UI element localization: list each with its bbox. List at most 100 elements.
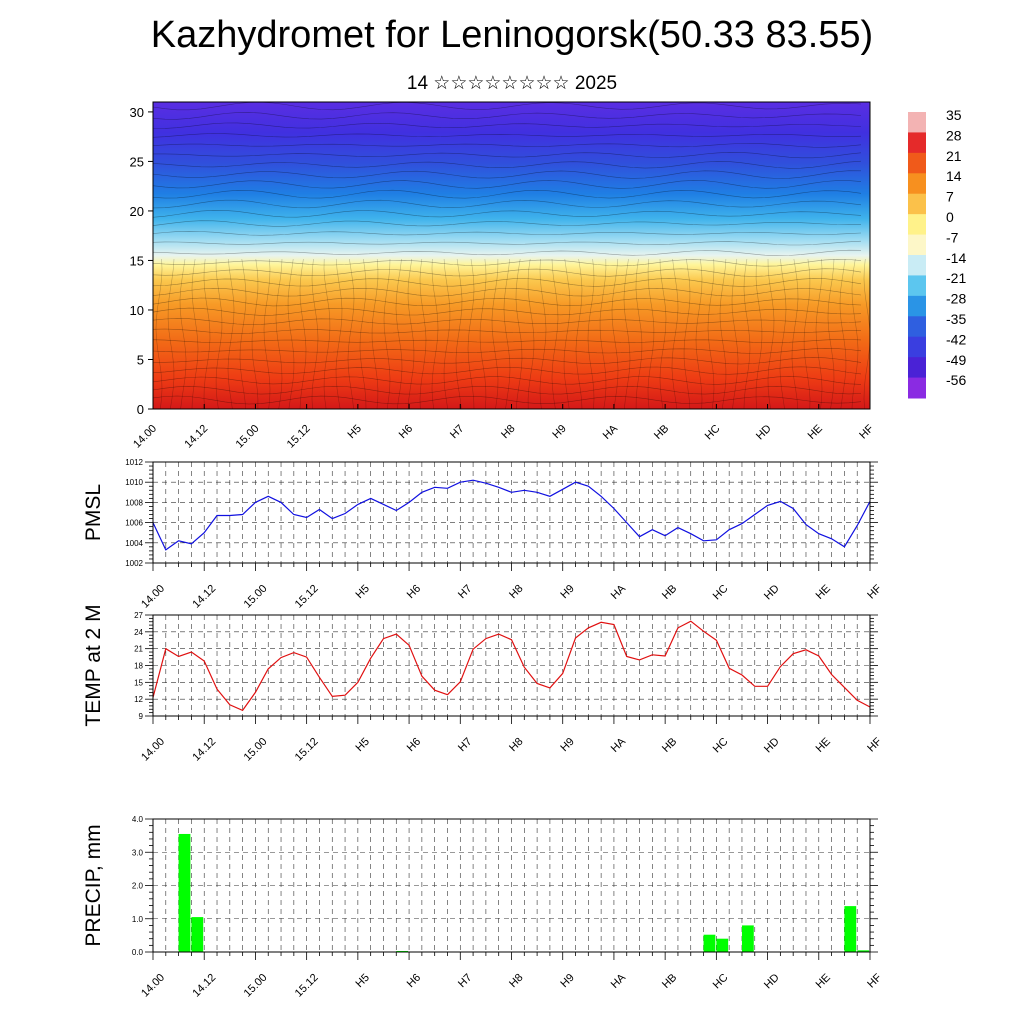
colorbar-label: 28 bbox=[946, 127, 962, 143]
precip-ytick-label: 1.0 bbox=[132, 915, 144, 924]
wind-line-25 bbox=[152, 347, 862, 354]
precip-xtick-label: HA bbox=[609, 971, 629, 991]
page-subtitle: 14 ☆☆☆☆☆☆☆☆ 2025 bbox=[406, 73, 618, 94]
pmsl-ytick-label: 1008 bbox=[125, 498, 143, 507]
wind-line-v-35 bbox=[575, 258, 583, 410]
cross-section-ytick-label: 10 bbox=[130, 303, 144, 318]
pmsl-xtick-label: H5 bbox=[354, 583, 372, 601]
cross-section-xtick-label: H8 bbox=[499, 423, 517, 441]
wind-line-v-33 bbox=[551, 258, 559, 410]
wind-line-v-26 bbox=[467, 258, 475, 410]
wind-line-10 bbox=[152, 199, 862, 209]
temp-xtick-label: 15.00 bbox=[242, 736, 270, 764]
wind-line-v-32 bbox=[539, 258, 547, 410]
temp-xtick-label: H8 bbox=[507, 736, 525, 754]
precip-ytick-label: 0.0 bbox=[132, 948, 144, 957]
pmsl-series-line bbox=[152, 479, 871, 551]
page-title: Kazhydromet for Leninogorsk(50.33 83.55) bbox=[150, 14, 874, 56]
cross-section-ytick-label: 5 bbox=[137, 352, 144, 367]
wind-line-v-50 bbox=[755, 258, 763, 410]
precip-xtick-label: 14.12 bbox=[190, 972, 218, 1000]
pmsl-xtick-label: 14.00 bbox=[139, 583, 167, 611]
precip-xtick-label: HE bbox=[814, 972, 833, 991]
precip-xtick-label: HC bbox=[711, 972, 731, 992]
wind-line-v-25 bbox=[455, 258, 463, 410]
wind-line-v-4 bbox=[203, 258, 211, 410]
wind-line-28 bbox=[152, 376, 862, 385]
colorbar-segment bbox=[908, 234, 926, 256]
temp-ytick-label: 27 bbox=[134, 611, 143, 620]
cross-section-ytick-label: 20 bbox=[130, 204, 144, 219]
pmsl-xtick-label: HF bbox=[865, 582, 884, 601]
pmsl-panel: 1002 1004 1006 1008 1010 1012 14.00 14.12 15.00 1… bbox=[82, 458, 884, 611]
cross-section-xtick-label: 14.12 bbox=[182, 423, 210, 451]
wind-line-v-37 bbox=[599, 258, 607, 410]
wind-line-v-1 bbox=[167, 258, 175, 410]
wind-line-v-10 bbox=[275, 258, 283, 410]
precip-xtick-label: H7 bbox=[456, 972, 474, 990]
wind-line-24 bbox=[152, 339, 862, 343]
temp-ytick-label: 9 bbox=[139, 712, 144, 721]
pmsl-xtick-label: HD bbox=[762, 583, 782, 603]
wind-line-v-30 bbox=[515, 258, 523, 410]
wind-line-15 bbox=[152, 249, 862, 257]
wind-line-26 bbox=[152, 357, 862, 365]
wind-line-v-6 bbox=[227, 258, 235, 410]
temp-xtick-label: HD bbox=[762, 736, 782, 756]
wind-line-v-0 bbox=[155, 258, 163, 410]
colorbar-segment bbox=[908, 357, 926, 379]
cross-section-xtick-label: HC bbox=[703, 423, 723, 443]
wind-line-30 bbox=[152, 395, 862, 405]
wind-line-v-36 bbox=[587, 258, 595, 410]
temp-xtick-label: HE bbox=[814, 736, 833, 755]
cross-section-xtick-label: HE bbox=[806, 423, 825, 442]
colorbar-label: -14 bbox=[946, 250, 966, 266]
pmsl-ylabel: PMSL bbox=[82, 484, 105, 541]
temp-xtick-label: HB bbox=[660, 736, 679, 755]
temp-xtick-label: HF bbox=[865, 735, 884, 754]
temp-xtick-label: HA bbox=[609, 735, 629, 755]
wind-line-v-21 bbox=[407, 258, 415, 410]
wind-line-v-44 bbox=[683, 258, 691, 410]
colorbar-segment bbox=[908, 336, 926, 358]
wind-line-v-51 bbox=[767, 258, 775, 410]
colorbar-label: -28 bbox=[946, 291, 966, 307]
pmsl-ytick-label: 1004 bbox=[125, 539, 143, 548]
wind-line-v-54 bbox=[803, 258, 811, 410]
wind-line-v-47 bbox=[719, 258, 727, 410]
precip-ytick-label: 3.0 bbox=[132, 848, 144, 857]
wind-line-v-11 bbox=[287, 258, 295, 410]
wind-line-9 bbox=[152, 189, 862, 199]
wind-line-v-29 bbox=[503, 258, 511, 410]
wind-line-11 bbox=[152, 209, 862, 218]
temp-ytick-label: 24 bbox=[134, 628, 143, 637]
temp-ytick-label: 12 bbox=[134, 695, 143, 704]
wind-line-v-48 bbox=[731, 258, 739, 410]
temp-panel: 9 12 15 18 21 24 27 14.00 14.12 15.00 15.12 H5 H6 H7 H… bbox=[82, 604, 884, 763]
wind-line-v-17 bbox=[359, 258, 367, 410]
cross-section-xtick-label: 15.12 bbox=[285, 423, 313, 451]
precip-bar bbox=[178, 833, 191, 952]
wind-line-v-56 bbox=[827, 258, 835, 410]
precip-bar bbox=[703, 934, 716, 952]
colorbar-segment bbox=[908, 377, 926, 399]
wind-line-v-42 bbox=[659, 258, 667, 410]
wind-line-27 bbox=[152, 366, 862, 375]
wind-line-v-31 bbox=[527, 258, 535, 410]
temp-xtick-label: 15.12 bbox=[293, 736, 321, 764]
colorbar-label: -56 bbox=[946, 372, 966, 388]
pmsl-xtick-label: HA bbox=[609, 582, 629, 602]
precip-xtick-label: 14.00 bbox=[139, 972, 167, 1000]
wind-line-v-43 bbox=[671, 258, 679, 410]
wind-line-v-8 bbox=[251, 258, 259, 410]
wind-line-22 bbox=[152, 318, 862, 325]
colorbar-segment bbox=[908, 214, 926, 236]
wind-line-1 bbox=[152, 112, 862, 120]
temp-xtick-label: HC bbox=[711, 736, 731, 756]
cross-section-xtick-label: H9 bbox=[550, 423, 568, 441]
wind-line-16 bbox=[152, 258, 862, 267]
cross-section-xtick-label: H6 bbox=[397, 423, 415, 441]
wind-line-6 bbox=[152, 160, 862, 169]
